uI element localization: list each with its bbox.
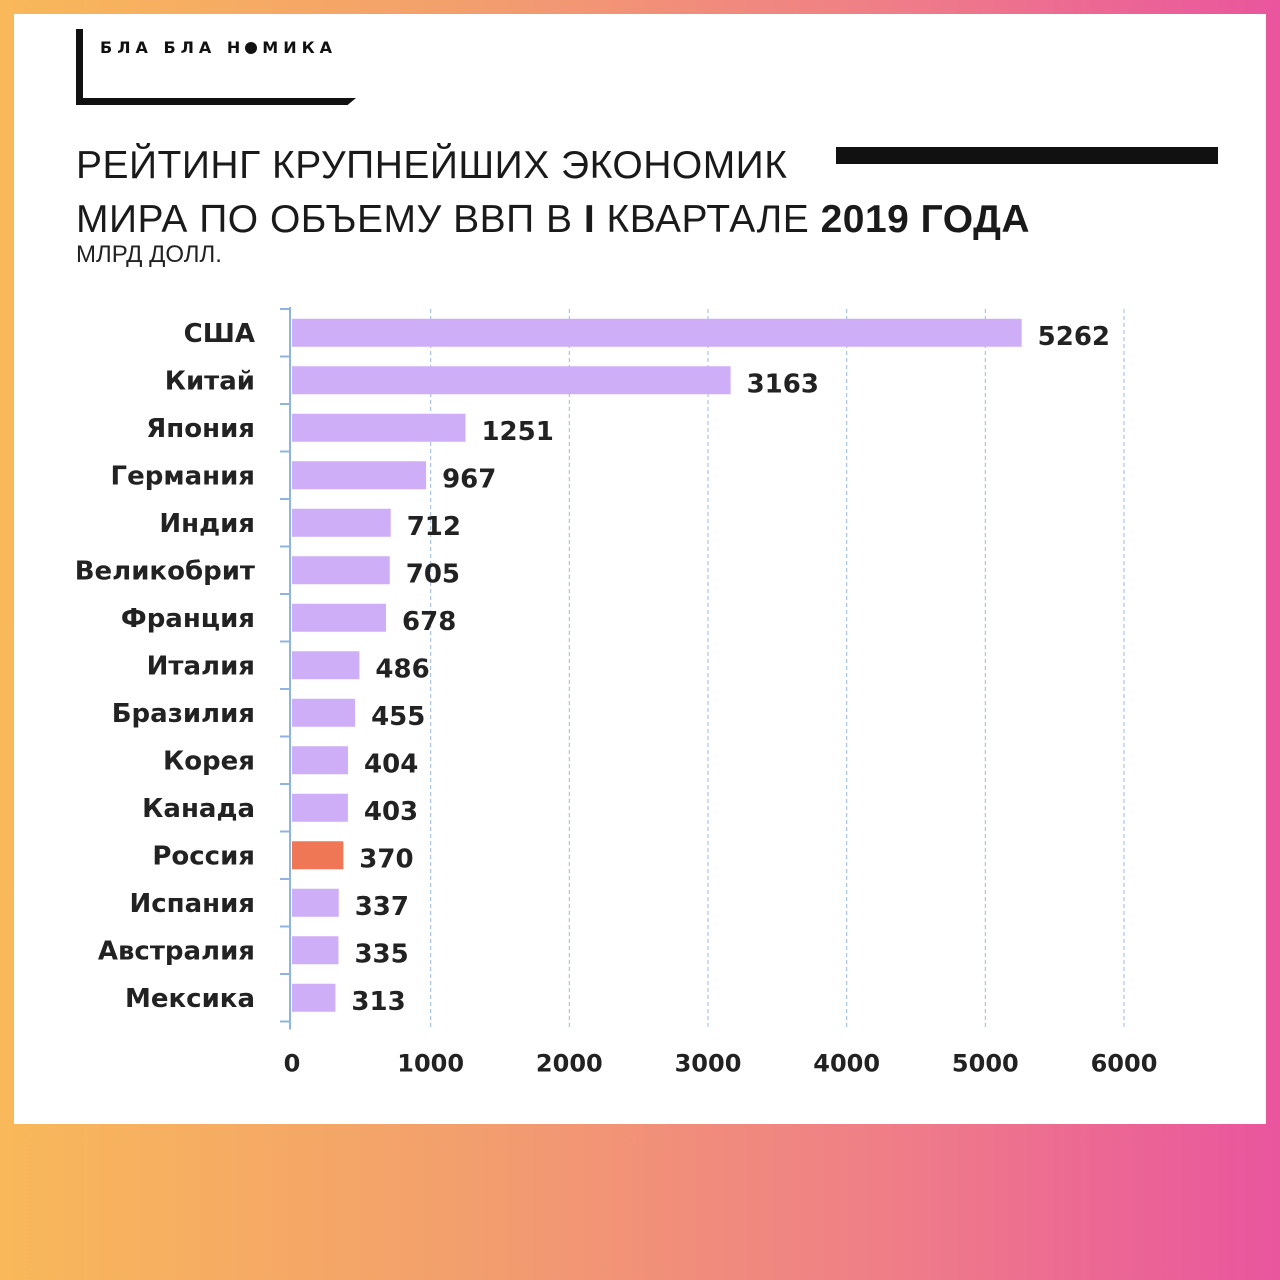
value-label: 335 — [354, 939, 408, 969]
bar — [292, 888, 339, 917]
page-title: РЕЙТИНГ КРУПНЕЙШИХ ЭКОНОМИК МИРА ПО ОБЪЕ… — [76, 139, 1096, 247]
category-label: Бразилия — [112, 699, 255, 729]
value-label: 486 — [375, 654, 429, 684]
category-label: Канада — [142, 794, 255, 824]
title-line-2: МИРА ПО ОБЪЕМУ ВВП В I КВАРТАЛЕ 2019 ГОД… — [76, 193, 1096, 247]
category-label: Австралия — [98, 936, 255, 966]
value-label: 404 — [364, 749, 418, 779]
x-tick-label: 5000 — [952, 1050, 1019, 1078]
title-decor-bar — [836, 147, 1218, 164]
category-label: США — [184, 319, 255, 349]
bar — [292, 793, 348, 822]
category-label: Япония — [146, 414, 255, 444]
logo: БЛА БЛА Н МИКА — [100, 38, 337, 57]
category-label: Корея — [163, 746, 255, 776]
category-label: Индия — [159, 509, 255, 539]
bar — [292, 508, 391, 537]
value-label: 337 — [355, 892, 409, 922]
bar — [292, 698, 356, 727]
bar — [292, 651, 360, 680]
x-tick-label: 2000 — [536, 1050, 603, 1078]
x-tick-label: 6000 — [1091, 1050, 1158, 1078]
value-label: 403 — [364, 797, 418, 827]
value-label: 678 — [402, 607, 456, 637]
title-line-2-part-1: МИРА ПО ОБЪЕМУ ВВП В — [76, 198, 584, 241]
category-label: Великобрит — [75, 556, 255, 586]
title-line-2-year: 2019 ГОДА — [820, 198, 1031, 241]
x-tick-label: 1000 — [397, 1050, 464, 1078]
bar — [292, 936, 339, 965]
logo-dot-icon — [245, 42, 258, 54]
value-label: 712 — [407, 512, 461, 542]
category-label: Россия — [152, 841, 255, 871]
logo-bracket-horizontal — [76, 98, 356, 105]
x-tick-label: 3000 — [675, 1050, 742, 1078]
bar — [292, 413, 466, 442]
logo-text-start: БЛА БЛА Н — [100, 38, 246, 57]
chart-unit-subtitle: МЛРД ДОЛЛ. — [76, 241, 222, 268]
x-tick-label: 0 — [284, 1050, 301, 1078]
title-line-2-part-2: КВАРТАЛЕ — [595, 198, 821, 241]
bar — [292, 461, 427, 490]
infographic-card: БЛА БЛА Н МИКА РЕЙТИНГ КРУПНЕЙШИХ ЭКОНОМИ… — [14, 14, 1266, 1124]
logo-text-end: МИКА — [262, 38, 338, 57]
bar — [292, 841, 344, 870]
value-label: 455 — [371, 702, 425, 732]
x-tick-label: 4000 — [813, 1050, 880, 1078]
bar — [292, 318, 1022, 347]
category-label: Франция — [121, 604, 255, 634]
title-line-2-quarter: I — [583, 198, 596, 241]
value-label: 3163 — [747, 369, 819, 399]
category-label: Китай — [165, 366, 255, 396]
logo-bracket-vertical — [76, 29, 83, 105]
category-label: Мексика — [125, 984, 255, 1014]
category-label: Италия — [147, 651, 255, 681]
bar — [292, 556, 390, 585]
value-label: 370 — [359, 844, 413, 874]
value-label: 5262 — [1038, 322, 1110, 352]
bar — [292, 746, 349, 775]
bar — [292, 983, 336, 1012]
bar — [292, 366, 731, 395]
bar — [292, 603, 387, 632]
value-label: 313 — [351, 987, 405, 1017]
value-label: 1251 — [481, 417, 553, 447]
title-line-1: РЕЙТИНГ КРУПНЕЙШИХ ЭКОНОМИК — [76, 144, 788, 187]
value-label: 705 — [406, 559, 460, 589]
category-label: Испания — [129, 889, 255, 919]
value-label: 967 — [442, 464, 496, 494]
category-label: Германия — [111, 461, 256, 491]
